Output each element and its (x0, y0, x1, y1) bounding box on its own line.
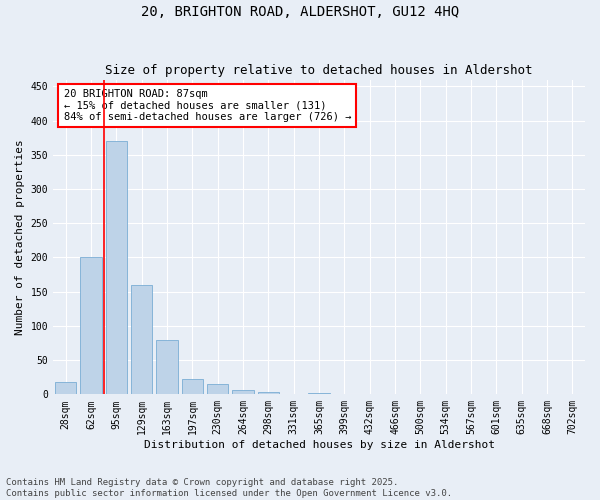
Bar (232, 390, 254, 394)
Bar (156, 340, 178, 394)
Text: 20 BRIGHTON ROAD: 87sqm
← 15% of detached houses are smaller (131)
84% of semi-d: 20 BRIGHTON ROAD: 87sqm ← 15% of detache… (64, 89, 351, 122)
Text: Contains HM Land Registry data © Crown copyright and database right 2025.
Contai: Contains HM Land Registry data © Crown c… (6, 478, 452, 498)
X-axis label: Distribution of detached houses by size in Aldershot: Distribution of detached houses by size … (143, 440, 494, 450)
Bar (182, 380, 203, 394)
Bar (80, 258, 102, 394)
Bar (257, 392, 279, 394)
Bar (308, 393, 330, 394)
Bar (207, 384, 229, 394)
Title: Size of property relative to detached houses in Aldershot: Size of property relative to detached ho… (105, 64, 533, 77)
Bar (106, 141, 127, 395)
Text: 20, BRIGHTON ROAD, ALDERSHOT, GU12 4HQ: 20, BRIGHTON ROAD, ALDERSHOT, GU12 4HQ (141, 5, 459, 19)
Bar (55, 382, 76, 394)
Y-axis label: Number of detached properties: Number of detached properties (15, 139, 25, 335)
Bar (131, 285, 152, 395)
